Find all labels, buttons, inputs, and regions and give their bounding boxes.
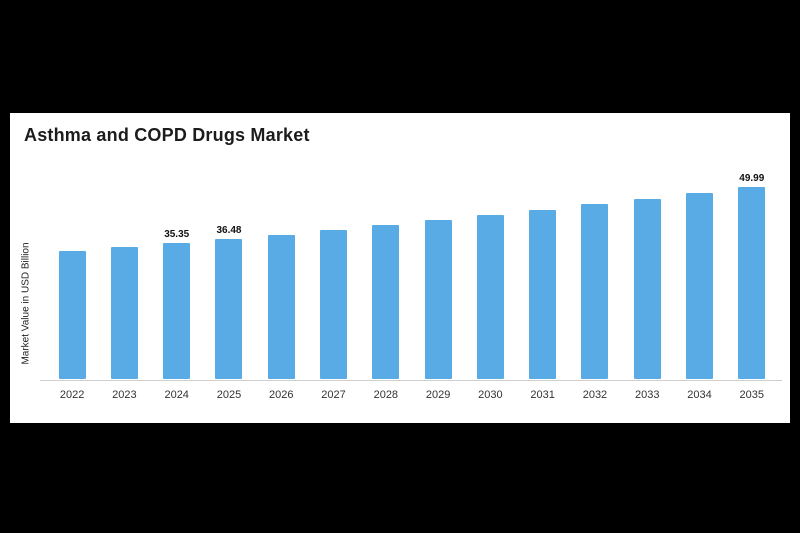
- y-axis-label: Market Value in USD Billion: [20, 242, 32, 365]
- bar-column: 2029: [412, 163, 464, 403]
- x-tick-label: 2033: [634, 389, 660, 401]
- plot-area: 2022 2023 35.35 2024 36.48 2025 2026 2027 2028 20…: [40, 163, 782, 403]
- bar-value-label: 49.99: [739, 173, 765, 184]
- x-tick-label: 2024: [164, 389, 189, 401]
- bar-column: 36.48 2025: [203, 163, 255, 403]
- bar: [633, 199, 661, 379]
- x-tick-label: 2026: [269, 389, 294, 401]
- bar: [686, 193, 714, 379]
- bar-column: 2027: [307, 163, 359, 403]
- bar-column: 2034: [673, 163, 725, 403]
- x-tick-label: 2025: [216, 389, 242, 401]
- bar-value-label: 36.48: [216, 225, 242, 236]
- bars-container: 2022 2023 35.35 2024 36.48 2025 2026 2027 2028 20…: [46, 163, 778, 403]
- bar-column: 2030: [464, 163, 516, 403]
- chart-title: Asthma and COPD Drugs Market: [24, 125, 310, 145]
- x-tick-label: 2035: [739, 389, 765, 401]
- x-tick-label: 2030: [478, 389, 503, 401]
- bar-column: 2022: [46, 163, 98, 403]
- bar: [58, 251, 86, 379]
- x-tick-label: 2029: [425, 389, 451, 401]
- bar-column: 2031: [517, 163, 569, 403]
- x-tick-label: 2032: [582, 389, 608, 401]
- bar: [581, 204, 609, 379]
- bar-value-label: 35.35: [164, 229, 190, 240]
- x-tick-label: 2028: [373, 389, 399, 401]
- bar: [372, 225, 400, 379]
- chart-panel: Asthma and COPD Drugs Market Market Valu…: [10, 113, 790, 423]
- x-tick-label: 2023: [112, 389, 137, 401]
- bar: [215, 239, 243, 379]
- bar-column: 2028: [360, 163, 412, 403]
- bar: [320, 230, 348, 379]
- x-tick-label: 2034: [687, 389, 712, 401]
- x-axis-line: [40, 380, 782, 381]
- bar: [529, 210, 557, 379]
- bar-column: 2032: [569, 163, 621, 403]
- bar-column: 2033: [621, 163, 673, 403]
- bar: [163, 243, 191, 379]
- bar-column: 2026: [255, 163, 307, 403]
- x-tick-label: 2031: [530, 389, 555, 401]
- bar-column: 2023: [98, 163, 150, 403]
- bar: [110, 247, 138, 379]
- bar: [738, 187, 766, 379]
- x-tick-label: 2027: [321, 389, 346, 401]
- x-tick-label: 2022: [59, 389, 85, 401]
- bar-column: 49.99 2035: [726, 163, 778, 403]
- bar: [424, 220, 452, 379]
- bar-column: 35.35 2024: [151, 163, 203, 403]
- bar: [267, 235, 295, 379]
- bar: [476, 215, 504, 379]
